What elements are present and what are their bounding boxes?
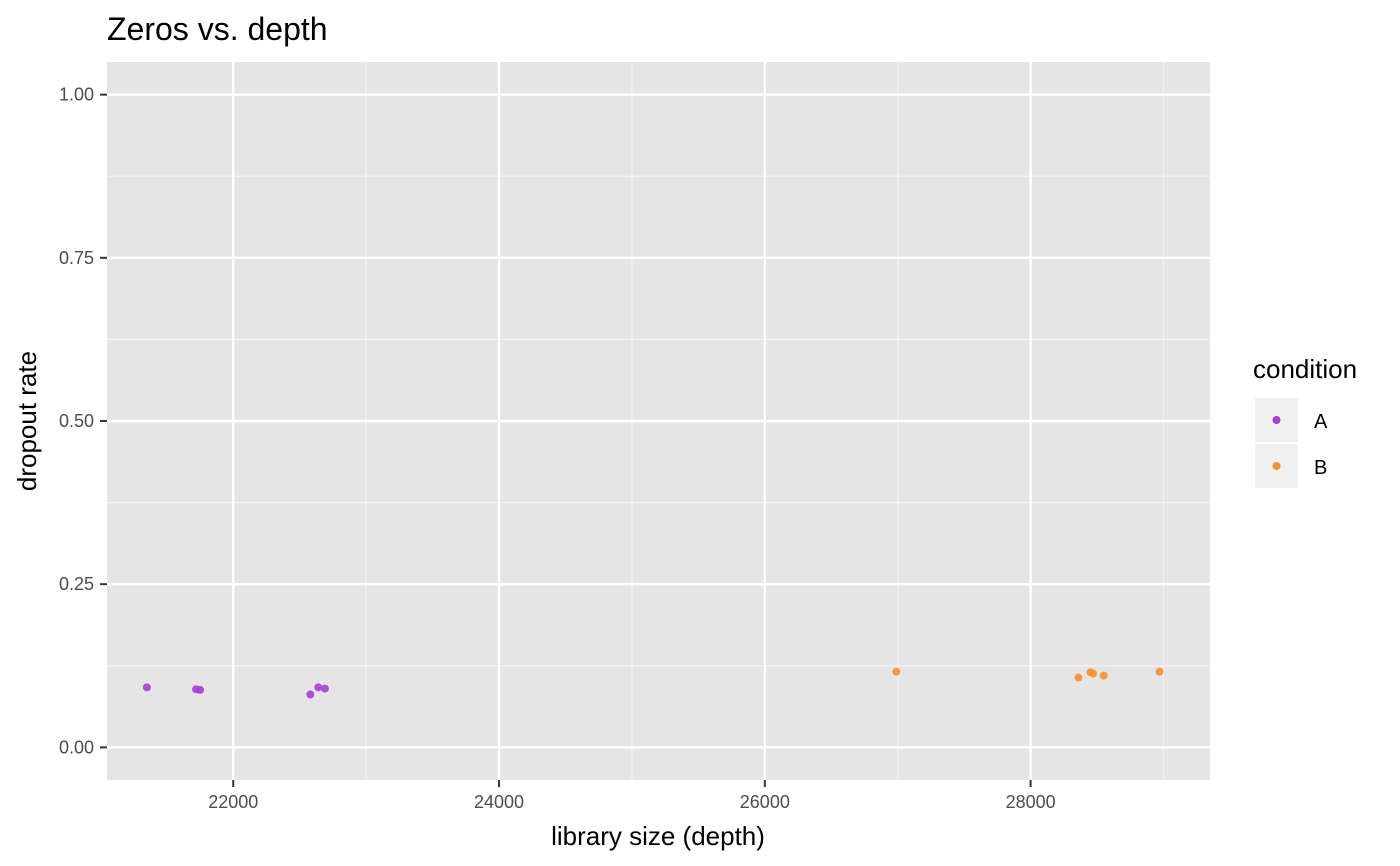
- legend-item-A: A: [1255, 398, 1328, 442]
- y-axis-title: dropout rate: [12, 351, 42, 491]
- x-axis: 22000 24000 26000 28000: [208, 780, 1056, 812]
- x-tick-label: 22000: [208, 792, 258, 812]
- data-point-A: [306, 690, 315, 699]
- data-point-A: [314, 683, 323, 692]
- data-point-A: [320, 684, 329, 693]
- data-point-B: [1155, 667, 1164, 676]
- data-point-B: [1099, 671, 1108, 680]
- y-tick-label: 0.25: [59, 574, 94, 594]
- chart-title: Zeros vs. depth: [107, 11, 328, 47]
- legend-label: B: [1314, 457, 1327, 479]
- x-tick-label: 24000: [474, 792, 524, 812]
- data-point-A: [196, 685, 205, 694]
- legend-title: condition: [1253, 354, 1357, 384]
- x-tick-label: 28000: [1006, 792, 1056, 812]
- data-point-B: [1089, 669, 1098, 678]
- y-tick-label: 0.50: [59, 411, 94, 431]
- legend: condition A B: [1253, 354, 1357, 488]
- legend-marker: [1272, 462, 1281, 470]
- x-axis-title: library size (depth): [551, 821, 765, 851]
- data-point-A: [142, 683, 151, 692]
- y-tick-label: 0.75: [59, 248, 94, 268]
- legend-label: A: [1314, 411, 1328, 433]
- y-tick-label: 1.00: [59, 85, 94, 105]
- y-tick-label: 0.00: [59, 737, 94, 757]
- legend-marker: [1272, 416, 1281, 424]
- legend-item-B: B: [1255, 444, 1327, 488]
- x-tick-label: 26000: [740, 792, 790, 812]
- data-points: [142, 667, 1164, 699]
- data-point-B: [1074, 673, 1083, 682]
- major-gridlines: [107, 62, 1210, 780]
- data-point-B: [892, 667, 901, 676]
- y-axis: 0.00 0.25 0.50 0.75 1.00: [59, 85, 107, 757]
